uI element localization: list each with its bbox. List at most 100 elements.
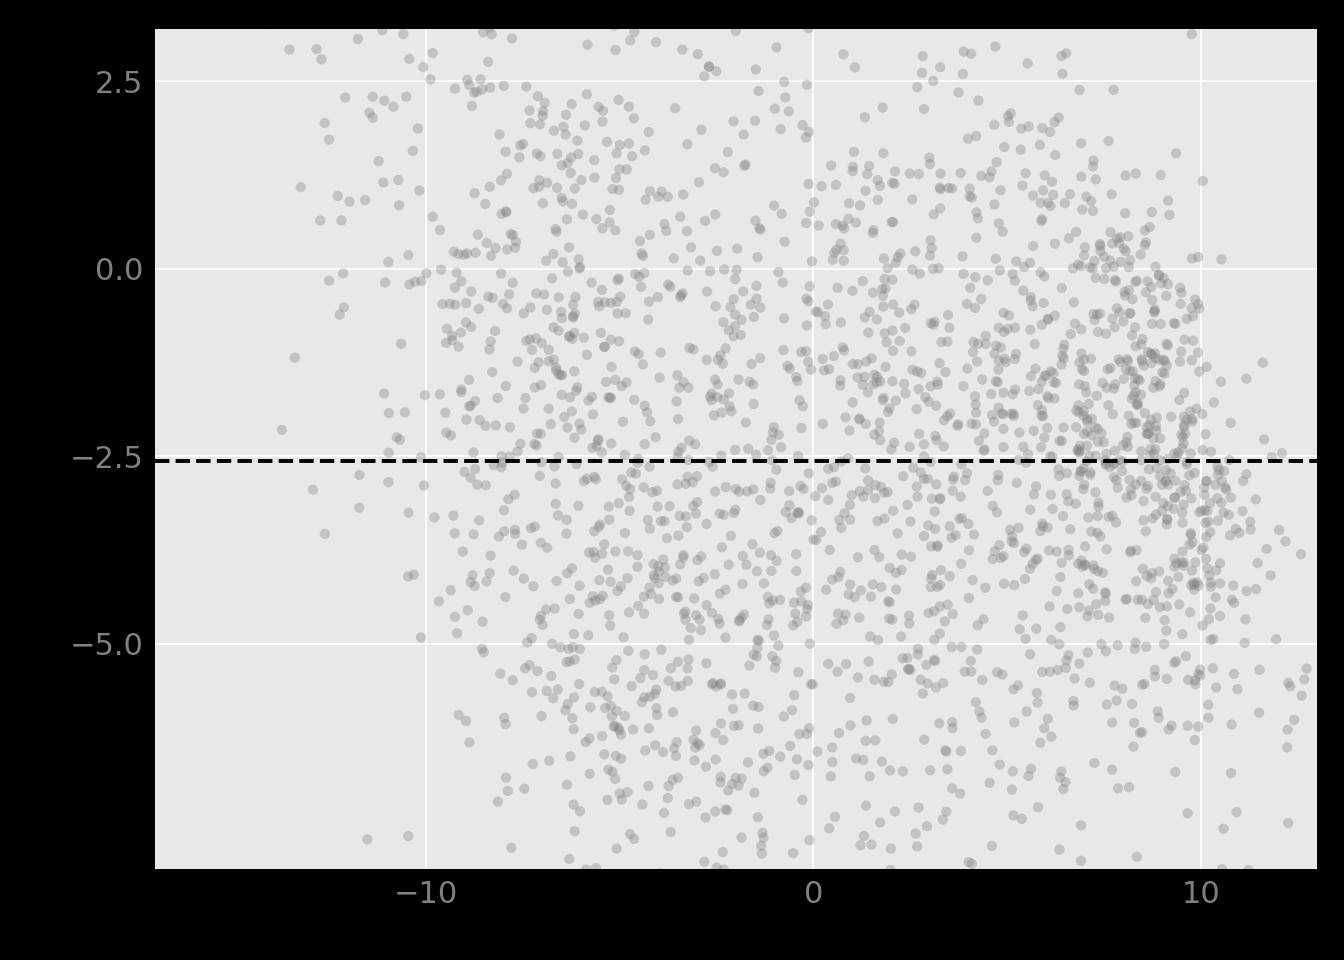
Point — [460, 398, 481, 414]
Point — [532, 617, 554, 633]
Point — [742, 537, 763, 552]
Point — [1180, 527, 1202, 542]
Point — [1016, 704, 1038, 719]
Point — [388, 198, 410, 213]
Point — [929, 599, 950, 614]
Point — [926, 538, 948, 553]
Point — [1079, 259, 1101, 275]
Point — [648, 591, 669, 607]
Point — [1165, 146, 1187, 161]
Point — [898, 661, 919, 677]
Point — [988, 320, 1009, 335]
Point — [1103, 678, 1125, 693]
Point — [874, 271, 895, 286]
Point — [1113, 438, 1134, 453]
Point — [378, 254, 399, 270]
Point — [855, 733, 876, 749]
Point — [880, 862, 902, 877]
Point — [1070, 853, 1091, 869]
Point — [1156, 623, 1177, 638]
Point — [1070, 322, 1091, 337]
Point — [1074, 426, 1095, 442]
Point — [606, 294, 628, 309]
Point — [707, 352, 728, 368]
Point — [1099, 225, 1121, 240]
Point — [353, 0, 375, 7]
Point — [939, 568, 961, 584]
Point — [1039, 599, 1060, 614]
Point — [835, 410, 856, 425]
Point — [679, 340, 700, 355]
Point — [577, 348, 598, 363]
Point — [1101, 186, 1122, 202]
Point — [1218, 507, 1239, 522]
Point — [507, 444, 528, 459]
Point — [886, 565, 907, 581]
Point — [560, 165, 582, 180]
Point — [556, 655, 578, 670]
Point — [1044, 114, 1066, 130]
Point — [957, 361, 978, 376]
Point — [676, 894, 698, 909]
Point — [571, 173, 593, 188]
Point — [1129, 372, 1150, 388]
Point — [1030, 523, 1051, 539]
Point — [958, 854, 980, 870]
Point — [1048, 109, 1070, 125]
Point — [1165, 556, 1187, 571]
Point — [833, 243, 855, 258]
Point — [1091, 636, 1113, 652]
Point — [1039, 542, 1060, 558]
Point — [777, 358, 798, 373]
Point — [935, 804, 957, 819]
Point — [828, 726, 849, 741]
Point — [526, 286, 547, 301]
Point — [559, 852, 581, 867]
Point — [960, 280, 981, 296]
Point — [437, 0, 458, 1]
Point — [825, 217, 847, 232]
Point — [1031, 402, 1052, 418]
Point — [1102, 236, 1124, 252]
Point — [599, 390, 621, 405]
Point — [458, 372, 480, 388]
Point — [685, 723, 707, 738]
Point — [879, 560, 900, 575]
Point — [851, 583, 872, 598]
Point — [1090, 238, 1111, 253]
Point — [1183, 575, 1204, 590]
Point — [1141, 204, 1163, 220]
Point — [715, 341, 737, 356]
Point — [464, 185, 485, 201]
Point — [707, 390, 728, 405]
Point — [1156, 473, 1177, 489]
Point — [952, 249, 973, 264]
Point — [926, 373, 948, 389]
Point — [989, 182, 1011, 198]
Point — [1156, 516, 1177, 532]
Point — [466, 477, 488, 492]
Point — [710, 769, 731, 784]
Point — [1075, 189, 1097, 204]
Point — [712, 845, 734, 860]
Point — [1031, 664, 1052, 680]
Point — [824, 935, 845, 950]
Point — [1214, 464, 1235, 479]
Point — [688, 737, 710, 753]
Point — [1012, 178, 1034, 193]
Point — [1086, 12, 1107, 28]
Point — [872, 100, 894, 115]
Point — [1019, 383, 1040, 398]
Point — [718, 386, 739, 401]
Point — [511, 537, 532, 552]
Point — [610, 751, 632, 766]
Point — [1020, 369, 1042, 384]
Point — [474, 196, 496, 211]
Point — [585, 860, 606, 876]
Point — [914, 732, 935, 747]
Point — [1051, 48, 1073, 63]
Point — [552, 194, 574, 209]
Point — [632, 695, 653, 710]
Point — [833, 506, 855, 521]
Point — [743, 396, 765, 412]
